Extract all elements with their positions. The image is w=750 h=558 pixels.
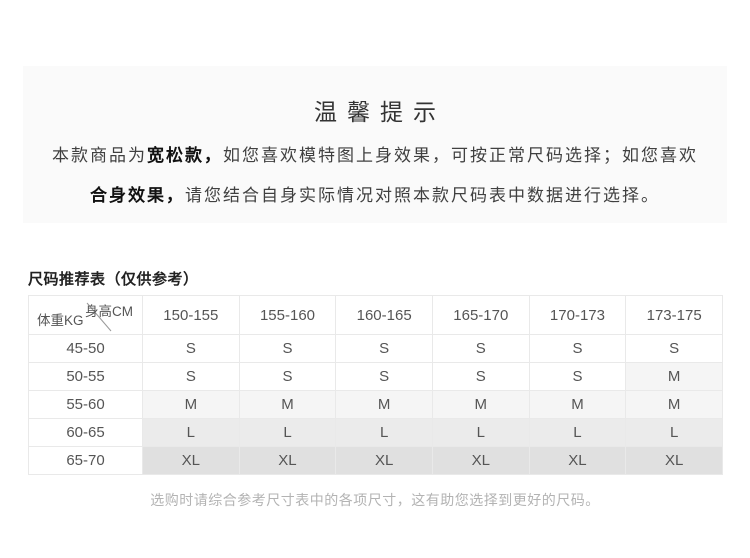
size-table: 身高CM 体重KG 150-155 155-160 160-165 165-170 17… xyxy=(28,295,723,475)
weight-cell: 45-50 xyxy=(28,334,143,363)
size-cell: M xyxy=(625,390,723,419)
notice-regular-text: 请您结合自身实际情况对照本款尺码表中数据进行选择。 xyxy=(185,186,660,205)
table-row: 65-70 XL XL XL XL XL XL xyxy=(28,446,723,475)
size-cell: S xyxy=(431,334,530,363)
size-cell: S xyxy=(335,334,433,363)
corner-label-height: 身高CM xyxy=(85,304,133,319)
notice-bold-text: 合身效果， xyxy=(90,186,185,205)
weight-cell: 50-55 xyxy=(28,362,143,391)
size-cell: S xyxy=(142,362,240,391)
notice-regular-text: 本款商品为 xyxy=(52,146,147,165)
height-column-header: 165-170 xyxy=(431,295,530,335)
notice-bold-text: 宽松款， xyxy=(147,146,223,165)
size-cell: L xyxy=(238,418,337,447)
size-cell: S xyxy=(528,362,627,391)
weight-cell: 60-65 xyxy=(28,418,143,447)
table-row: 50-55 S S S S S M xyxy=(28,362,723,391)
size-cell: S xyxy=(335,362,433,391)
table-corner-cell: 身高CM 体重KG xyxy=(28,295,143,335)
size-cell: XL xyxy=(142,446,240,475)
size-cell: L xyxy=(528,418,627,447)
notice-text-line-1: 本款商品为宽松款，如您喜欢模特图上身效果，可按正常尺码选择；如您喜欢 xyxy=(23,136,727,176)
size-cell: M xyxy=(528,390,627,419)
size-cell: M xyxy=(625,362,723,391)
size-cell: S xyxy=(431,362,530,391)
size-cell: M xyxy=(142,390,240,419)
size-cell: XL xyxy=(238,446,337,475)
size-cell: S xyxy=(625,334,723,363)
weight-cell: 55-60 xyxy=(28,390,143,419)
size-cell: XL xyxy=(335,446,433,475)
size-cell: L xyxy=(625,418,723,447)
size-cell: XL xyxy=(528,446,627,475)
size-cell: XL xyxy=(625,446,723,475)
height-column-header: 160-165 xyxy=(335,295,433,335)
height-column-header: 150-155 xyxy=(142,295,240,335)
size-cell: XL xyxy=(431,446,530,475)
size-cell: L xyxy=(142,418,240,447)
size-cell: S xyxy=(238,362,337,391)
table-row: 60-65 L L L L L L xyxy=(28,418,723,447)
weight-cell: 65-70 xyxy=(28,446,143,475)
notice-text-line-2: 合身效果，请您结合自身实际情况对照本款尺码表中数据进行选择。 xyxy=(23,176,727,216)
header-row: 身高CM 体重KG 150-155 155-160 160-165 165-170 17… xyxy=(28,295,723,335)
notice-text: 本款商品为宽松款，如您喜欢模特图上身效果，可按正常尺码选择；如您喜欢 合身效果，… xyxy=(23,136,727,216)
notice-box: 温馨提示 本款商品为宽松款，如您喜欢模特图上身效果，可按正常尺码选择；如您喜欢 … xyxy=(23,66,727,223)
size-table-body: 45-50 S S S S S S 50-55 S S S S S M 55-60 M M M M M M 60-65 L L… xyxy=(28,334,723,475)
diagonal-divider-line xyxy=(86,302,112,332)
size-table-title: 尺码推荐表（仅供参考） xyxy=(28,271,199,288)
size-cell: S xyxy=(142,334,240,363)
notice-title: 温馨提示 xyxy=(314,99,446,125)
size-cell: M xyxy=(238,390,337,419)
notice-regular-text: 如您喜欢模特图上身效果，可按正常尺码选择；如您喜欢 xyxy=(223,146,698,165)
corner-label-weight: 体重KG xyxy=(37,313,84,328)
height-column-header: 155-160 xyxy=(238,295,337,335)
height-column-header: 173-175 xyxy=(625,295,723,335)
size-cell: M xyxy=(335,390,433,419)
size-table-header: 身高CM 体重KG 150-155 155-160 160-165 165-170 17… xyxy=(28,295,723,335)
height-column-header: 170-173 xyxy=(528,295,627,335)
footer-note: 选购时请综合参考尺寸表中的各项尺寸，这有助您选择到更好的尺码。 xyxy=(150,492,600,508)
table-row: 55-60 M M M M M M xyxy=(28,390,723,419)
table-row: 45-50 S S S S S S xyxy=(28,334,723,363)
size-cell: S xyxy=(238,334,337,363)
size-cell: S xyxy=(528,334,627,363)
size-cell: M xyxy=(431,390,530,419)
size-cell: L xyxy=(431,418,530,447)
size-cell: L xyxy=(335,418,433,447)
